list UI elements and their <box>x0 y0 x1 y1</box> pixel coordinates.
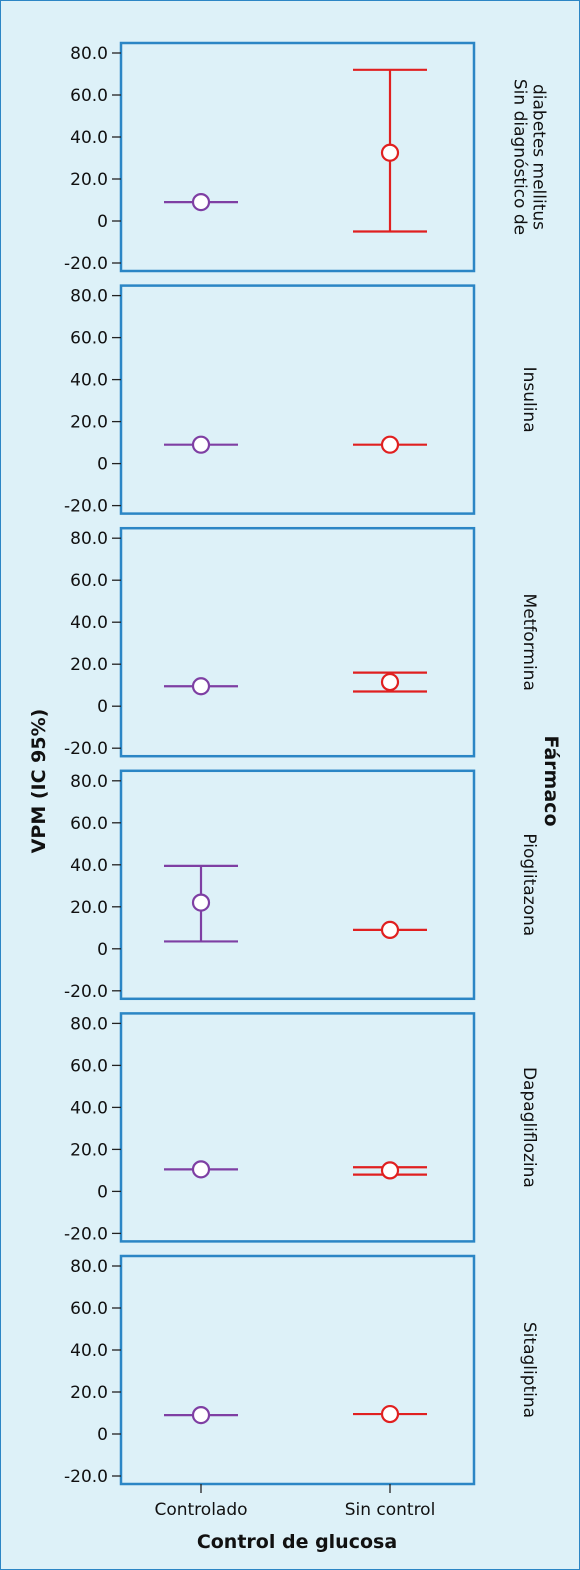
y-tick-label: 40.0 <box>70 1341 108 1361</box>
x-axis-title: Control de glucosa <box>197 1531 397 1553</box>
y-tick-label: -20.0 <box>64 739 108 759</box>
y-tick-label: 80.0 <box>70 1014 108 1034</box>
x-tick-label-0: Controlado <box>154 1500 247 1520</box>
y-tick-label: 20.0 <box>70 413 108 433</box>
facet-label-3: Pioglitazona <box>519 833 539 936</box>
y-tick-label: 20.0 <box>70 655 108 675</box>
mean-point-1-1 <box>380 435 400 454</box>
panel-frame-3 <box>119 769 476 1001</box>
y-tick-label: 80.0 <box>70 1257 108 1277</box>
mean-point-0-0 <box>191 193 211 212</box>
mean-point-4-1 <box>380 1161 400 1180</box>
y-tick-label: -20.0 <box>64 982 108 1002</box>
mean-point-2-1 <box>380 672 400 692</box>
mean-point-1-0 <box>191 435 211 454</box>
y-tick-label: 60.0 <box>70 86 108 106</box>
panel-frame-0 <box>119 41 476 273</box>
y-tick-label: 0 <box>97 1182 108 1202</box>
mean-point-4-0 <box>191 1160 211 1179</box>
y-tick-label: 80.0 <box>70 287 108 307</box>
y-tick-label: 60.0 <box>70 329 108 349</box>
y-tick-label: 0 <box>97 940 108 960</box>
facet-label-5: Sitagliptina <box>519 1322 539 1418</box>
y-tick-label: 40.0 <box>70 371 108 391</box>
panel-frame-5 <box>119 1254 476 1486</box>
y-axis-title: VPM (IC 95%) <box>28 709 50 854</box>
mean-point-2-0 <box>191 677 211 696</box>
y-tick-label: 0 <box>97 212 108 232</box>
y-tick-label: 60.0 <box>70 1299 108 1319</box>
y-tick-label: -20.0 <box>64 254 108 274</box>
y-tick-label: 80.0 <box>70 44 108 64</box>
y-tick-label: 60.0 <box>70 814 108 834</box>
mean-point-0-1 <box>380 143 400 162</box>
facet-axis-title: Fármaco <box>540 736 562 827</box>
y-tick-label: 40.0 <box>70 613 108 633</box>
y-tick-label: 0 <box>97 455 108 475</box>
panel-frame-2 <box>119 526 476 758</box>
facet-label-0: diabetes mellitus <box>529 84 549 230</box>
y-tick-label: 20.0 <box>70 170 108 190</box>
panel-frame-1 <box>119 284 476 515</box>
y-tick-label: 60.0 <box>70 571 108 591</box>
y-tick-label: 40.0 <box>70 128 108 148</box>
y-tick-label: -20.0 <box>64 1224 108 1244</box>
mean-point-3-1 <box>380 920 400 940</box>
y-tick-label: 60.0 <box>70 1056 108 1076</box>
facet-label-0: Sin diagnóstico de <box>510 79 530 235</box>
mean-point-5-0 <box>191 1405 211 1425</box>
y-tick-label: 20.0 <box>70 898 108 918</box>
y-tick-label: 80.0 <box>70 772 108 792</box>
y-tick-label: 0 <box>97 697 108 717</box>
facet-label-4: Dapagliflozina <box>519 1067 539 1188</box>
y-tick-label: 40.0 <box>70 1098 108 1118</box>
x-tick-label-1: Sin control <box>345 1500 436 1520</box>
y-tick-label: 20.0 <box>70 1140 108 1160</box>
y-tick-label: 40.0 <box>70 856 108 876</box>
y-tick-label: 80.0 <box>70 529 108 549</box>
y-tick-label: 0 <box>97 1425 108 1445</box>
y-tick-label: 20.0 <box>70 1383 108 1403</box>
facet-label-2: Metformina <box>519 594 539 691</box>
mean-point-3-0 <box>191 893 211 912</box>
panel-frame-4 <box>119 1012 476 1243</box>
y-tick-label: -20.0 <box>64 1467 108 1487</box>
y-tick-label: -20.0 <box>64 497 108 517</box>
facet-label-1: Insulina <box>519 367 539 433</box>
mean-point-5-1 <box>380 1404 400 1424</box>
